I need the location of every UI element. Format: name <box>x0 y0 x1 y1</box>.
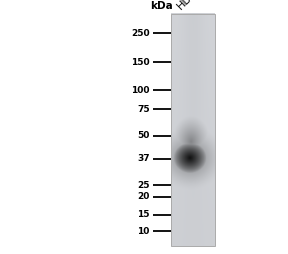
Text: 37: 37 <box>137 154 150 163</box>
Text: 150: 150 <box>131 58 150 67</box>
Text: 25: 25 <box>137 181 150 190</box>
Text: 15: 15 <box>137 210 150 219</box>
Text: 100: 100 <box>131 86 150 95</box>
Text: 75: 75 <box>137 105 150 114</box>
Text: 50: 50 <box>137 131 150 140</box>
Bar <box>171 14 215 246</box>
Text: 20: 20 <box>137 192 150 201</box>
Text: kDa: kDa <box>150 1 173 11</box>
Text: 10: 10 <box>137 227 150 236</box>
Text: 250: 250 <box>131 28 150 38</box>
Text: HDLM-2: HDLM-2 <box>175 0 213 11</box>
